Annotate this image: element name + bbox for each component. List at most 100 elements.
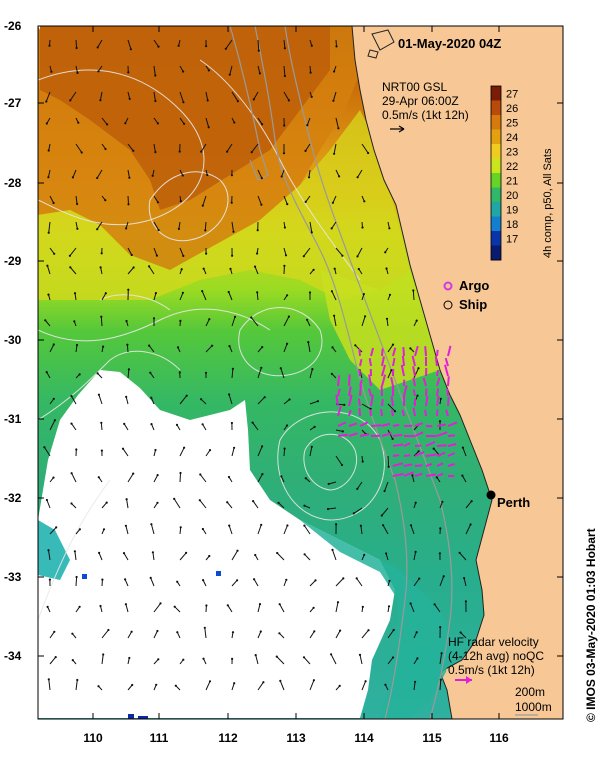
- velocity-arrow: [460, 632, 467, 639]
- colorbar-tick-label: 24: [506, 132, 518, 144]
- velocity-arrow-head: [308, 291, 312, 294]
- velocity-arrow-head: [356, 176, 359, 179]
- velocity-arrow-head: [179, 200, 182, 203]
- velocity-arrow: [412, 290, 415, 301]
- velocity-arrow-head: [48, 44, 51, 47]
- velocity-arrow: [333, 143, 337, 154]
- velocity-arrow-head: [99, 604, 102, 608]
- velocity-arrow-head: [233, 315, 237, 318]
- velocity-arrow-head: [382, 524, 385, 527]
- velocity-arrow-head: [52, 343, 55, 346]
- velocity-arrow-head: [252, 500, 255, 503]
- hf-line1: HF radar velocity: [448, 635, 539, 649]
- velocity-arrow-head: [200, 398, 203, 401]
- lon-tick-110: 110: [83, 26, 103, 745]
- velocity-arrow-head: [174, 684, 177, 687]
- hf-radar-arrow: [436, 409, 439, 417]
- velocity-arrow-head: [156, 501, 159, 504]
- velocity-arrow-head: [105, 501, 108, 504]
- velocity-arrow-head: [232, 230, 235, 233]
- velocity-arrow: [387, 403, 396, 412]
- velocity-arrow: [461, 475, 467, 483]
- colorbar-block: [491, 86, 501, 101]
- velocity-arrow-head: [124, 578, 127, 581]
- velocity-arrow-head: [355, 577, 358, 580]
- velocity-arrow-head: [307, 341, 310, 344]
- velocity-arrow-head: [73, 292, 77, 295]
- velocity-arrow: [306, 117, 311, 126]
- velocity-arrow-head: [280, 475, 283, 478]
- velocity-arrow: [49, 419, 56, 431]
- velocity-arrow: [204, 627, 207, 639]
- lat-label: -29: [4, 254, 22, 268]
- velocity-arrow-head: [75, 343, 79, 347]
- hf-radar-arrow: [425, 453, 437, 457]
- velocity-arrow-head: [99, 99, 102, 102]
- velocity-arrow-head: [233, 121, 236, 124]
- colorbar-block: [491, 173, 501, 188]
- velocity-arrow-head: [310, 231, 313, 234]
- hf-radar-arrow: [403, 454, 411, 457]
- velocity-arrow: [173, 498, 181, 509]
- velocity-arrow-head: [228, 524, 231, 527]
- velocity-arrow-head: [44, 319, 47, 322]
- velocity-arrow-head: [78, 528, 81, 531]
- isobath-legend: 200m 1000m: [515, 685, 552, 716]
- velocity-arrow-head: [236, 549, 239, 552]
- velocity-arrow-head: [71, 176, 74, 179]
- velocity-arrow-head: [330, 227, 333, 230]
- velocity-arrow: [331, 221, 337, 229]
- lon-tick-113: 113: [286, 26, 306, 745]
- velocity-arrow: [308, 169, 311, 178]
- hf-radar-arrow: [390, 376, 394, 387]
- velocity-arrow: [357, 169, 363, 178]
- lat-label: -28: [4, 176, 22, 190]
- hf-radar-arrow: [403, 385, 408, 397]
- velocity-arrow-head: [283, 74, 286, 78]
- velocity-arrow: [386, 318, 389, 327]
- hf-radar-arrow: [447, 452, 456, 457]
- velocity-arrow-head: [204, 371, 208, 374]
- velocity-arrow-head: [173, 605, 176, 608]
- velocity-arrow-head: [205, 604, 208, 607]
- velocity-arrow: [127, 195, 129, 205]
- hf-radar-arrow: [402, 347, 405, 357]
- velocity-arrow: [413, 367, 419, 379]
- velocity-arrow: [387, 657, 394, 665]
- velocity-arrow-head: [306, 124, 309, 127]
- velocity-arrow: [153, 39, 159, 47]
- velocity-arrow-head: [132, 149, 135, 152]
- velocity-arrow: [335, 578, 344, 587]
- velocity-arrow: [127, 39, 132, 50]
- velocity-arrow-head: [335, 523, 338, 526]
- velocity-arrow-head: [132, 472, 135, 475]
- velocity-arrow: [231, 221, 234, 232]
- velocity-arrow-head: [288, 398, 291, 401]
- velocity-arrow-head: [126, 343, 129, 346]
- hf-radar-arrow: [392, 443, 404, 447]
- velocity-arrow-head: [70, 422, 73, 425]
- velocity-arrow-head: [409, 602, 412, 605]
- velocity-arrow-head: [149, 371, 152, 374]
- hf-radar-arrow: [436, 444, 447, 447]
- velocity-arrow: [179, 527, 182, 535]
- velocity-arrow-head: [432, 447, 435, 450]
- velocity-arrow: [179, 395, 188, 405]
- velocity-arrows: [43, 39, 473, 691]
- hf-radar-arrow: [412, 366, 416, 377]
- velocity-arrow-head: [226, 501, 229, 504]
- velocity-arrow: [74, 551, 77, 561]
- velocity-arrow-head: [228, 393, 231, 396]
- velocity-arrow-head: [470, 500, 473, 503]
- velocity-arrow-head: [253, 265, 257, 268]
- hf-radar-arrow: [447, 443, 457, 447]
- velocity-arrow: [231, 316, 236, 327]
- velocity-arrow: [153, 91, 156, 102]
- velocity-arrow: [335, 247, 343, 257]
- depth-1000: 1000m: [515, 700, 552, 714]
- velocity-arrow: [75, 344, 78, 353]
- ship-label: Ship: [459, 297, 487, 312]
- velocity-arrow: [327, 507, 337, 510]
- velocity-arrow: [413, 681, 416, 691]
- velocity-arrow: [127, 169, 130, 178]
